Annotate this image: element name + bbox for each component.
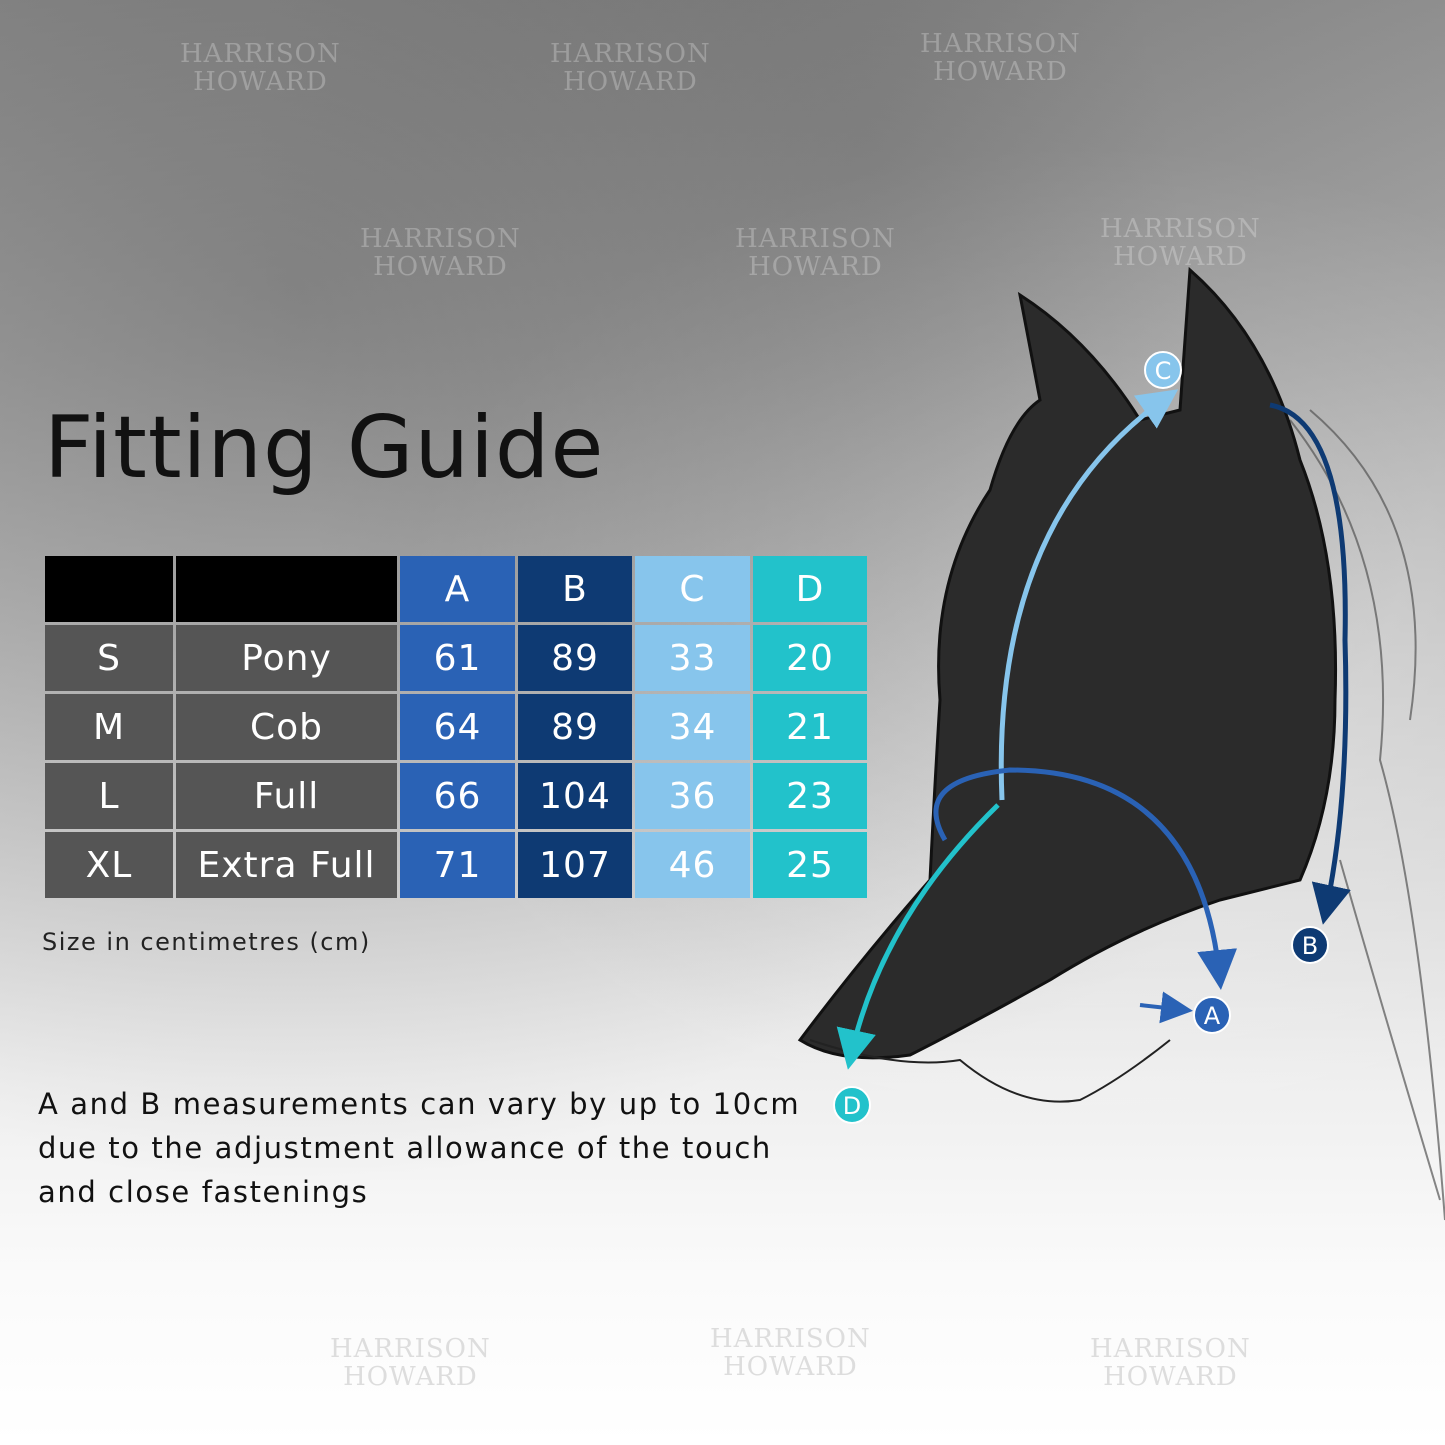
cell-b: 107 [518, 832, 632, 898]
cell-d: 23 [753, 763, 867, 829]
svg-text:C: C [1155, 357, 1172, 385]
table-row: S Pony 61 89 33 20 [45, 625, 867, 691]
measure-b-arrow [1269, 402, 1351, 925]
watermark: HARRISON HOWARD [330, 1334, 491, 1392]
watermark: HARRISON HOWARD [710, 1324, 871, 1382]
cell-d: 21 [753, 694, 867, 760]
cell-size: M [45, 694, 173, 760]
svg-text:D: D [843, 1092, 861, 1120]
svg-text:A: A [1204, 1002, 1221, 1030]
horse-muzzle [809, 1039, 1171, 1103]
watermark: HARRISON HOWARD [920, 29, 1081, 87]
cell-a: 64 [400, 694, 515, 760]
measure-c-arrow [998, 389, 1179, 801]
cell-b: 89 [518, 694, 632, 760]
table-header-row: A B C D [45, 556, 867, 622]
watermark: HARRISON HOWARD [1100, 214, 1261, 272]
marker-a: A [1193, 996, 1231, 1034]
header-a: A [400, 556, 515, 622]
table-row: L Full 66 104 36 23 [45, 763, 867, 829]
watermark: HARRISON HOWARD [550, 39, 711, 97]
header-d: D [753, 556, 867, 622]
marker-b: B [1291, 926, 1329, 964]
cell-c: 34 [635, 694, 750, 760]
cell-size: XL [45, 832, 173, 898]
table-row: M Cob 64 89 34 21 [45, 694, 867, 760]
page-title: Fitting Guide [44, 398, 605, 498]
unit-note: Size in centimetres (cm) [42, 928, 371, 956]
measure-a-arrow [933, 767, 1238, 990]
cell-name: Pony [176, 625, 397, 691]
cell-d: 25 [753, 832, 867, 898]
header-size [45, 556, 173, 622]
cell-b: 104 [518, 763, 632, 829]
cell-name: Extra Full [176, 832, 397, 898]
measure-a-arrow-lower [1139, 991, 1193, 1024]
cell-a: 71 [400, 832, 515, 898]
cell-b: 89 [518, 625, 632, 691]
measure-d-arrow [836, 803, 1000, 1070]
marker-d: D [833, 1086, 871, 1124]
watermark: HARRISON HOWARD [735, 224, 896, 282]
cell-a: 61 [400, 625, 515, 691]
cell-c: 36 [635, 763, 750, 829]
cell-name: Cob [176, 694, 397, 760]
watermark: HARRISON HOWARD [360, 224, 521, 282]
cell-size: S [45, 625, 173, 691]
header-c: C [635, 556, 750, 622]
svg-text:B: B [1302, 932, 1318, 960]
cell-c: 33 [635, 625, 750, 691]
watermark: HARRISON HOWARD [180, 39, 341, 97]
size-table: A B C D S Pony 61 89 33 20 M Cob 64 89 3… [42, 553, 870, 901]
cell-name: Full [176, 763, 397, 829]
header-name [176, 556, 397, 622]
table-row: XL Extra Full 71 107 46 25 [45, 832, 867, 898]
measurement-note: A and B measurements can vary by up to 1… [38, 1087, 801, 1209]
cell-c: 46 [635, 832, 750, 898]
cell-size: L [45, 763, 173, 829]
cell-a: 66 [400, 763, 515, 829]
horse-head-icon [797, 266, 1338, 1060]
cell-d: 20 [753, 625, 867, 691]
watermark: HARRISON HOWARD [1090, 1334, 1251, 1392]
header-b: B [518, 556, 632, 622]
marker-c: C [1144, 351, 1182, 389]
